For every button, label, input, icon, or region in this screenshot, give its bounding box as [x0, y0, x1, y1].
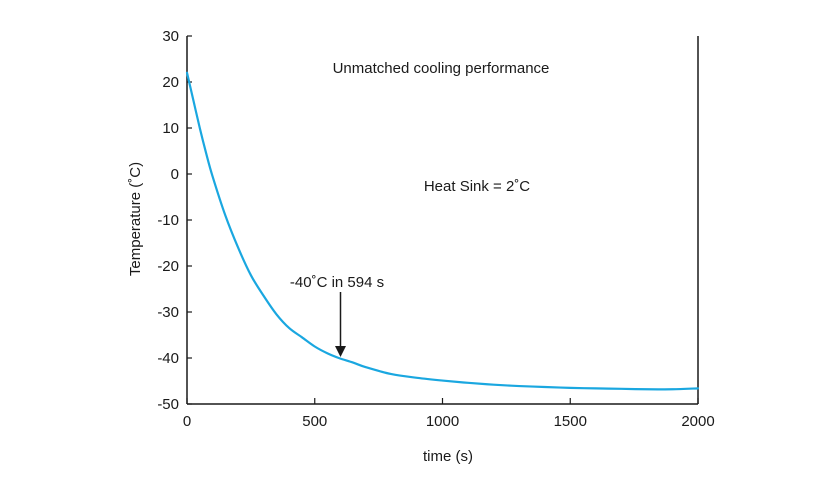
- heat-sink-annotation: Heat Sink = 2˚C: [424, 178, 530, 195]
- y-tick-label: -30: [157, 304, 179, 321]
- x-axis-label: time (s): [423, 448, 473, 465]
- x-tick-label: 500: [302, 413, 327, 430]
- curve-layer: [185, 71, 700, 391]
- temperature-curve: [185, 71, 700, 391]
- chart-annotation-title: Unmatched cooling performance: [333, 60, 550, 77]
- y-axis-label: Temperature (˚C): [127, 162, 144, 276]
- y-tick-label: 30: [162, 28, 179, 45]
- y-tick-label: -10: [157, 212, 179, 229]
- y-tick-label: 20: [162, 74, 179, 91]
- x-tick-label: 1500: [554, 413, 587, 430]
- cooling-time-annotation: -40˚C in 594 s: [290, 274, 384, 291]
- x-tick-label: 0: [183, 413, 191, 430]
- axes: [186, 36, 699, 405]
- x-tick-label: 2000: [681, 413, 714, 430]
- y-tick-label: -50: [157, 396, 179, 413]
- x-tick-label: 1000: [426, 413, 459, 430]
- y-tick-label: -40: [157, 350, 179, 367]
- y-tick-label: -20: [157, 258, 179, 275]
- y-tick-label: 0: [171, 166, 179, 183]
- y-tick-label: 10: [162, 120, 179, 137]
- annotation-arrow-head: [335, 346, 346, 357]
- ticks: 0 500 1000 1500 2000 30 20 10 0 -10 -20 -30 -40 -50: [157, 28, 714, 430]
